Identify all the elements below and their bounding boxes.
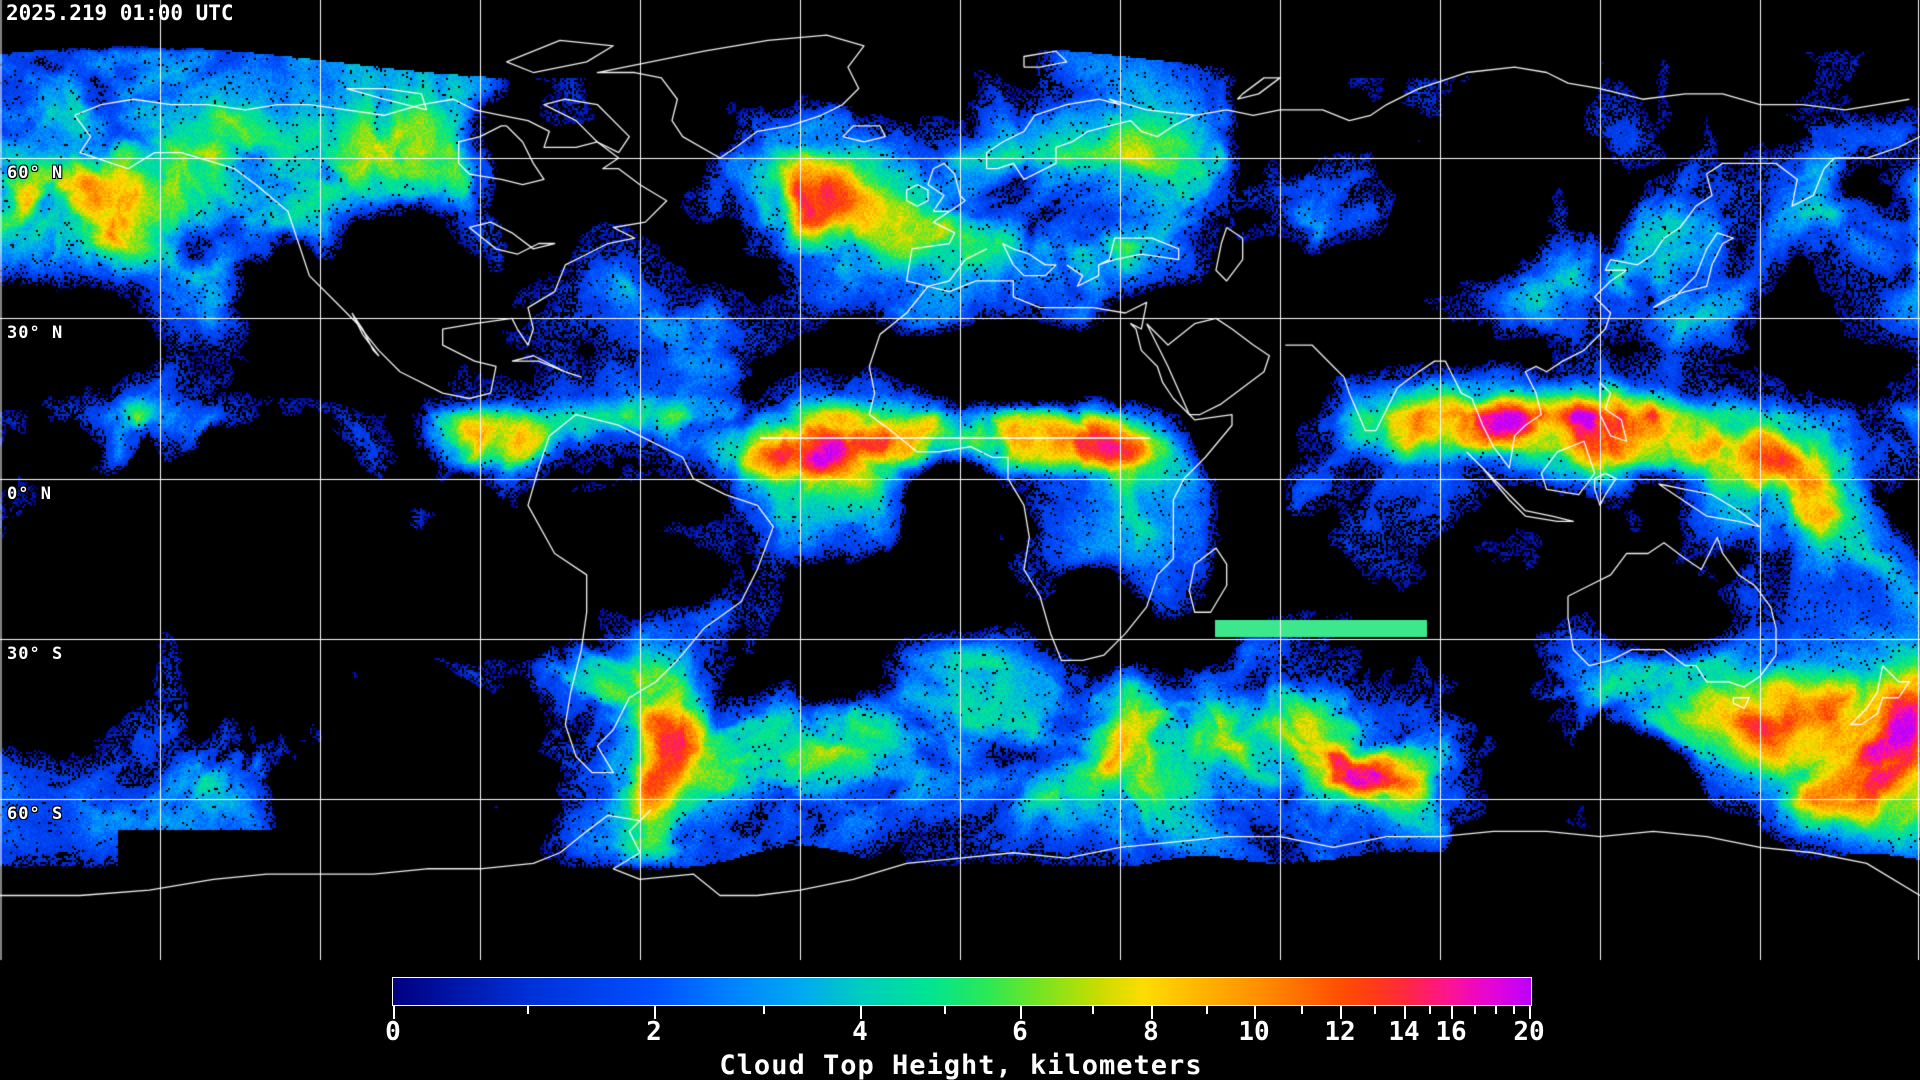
colorbar-tick [1374, 1006, 1376, 1014]
colorbar-tick-label: 6 [1012, 1017, 1028, 1047]
colorbar-tick [1151, 1006, 1153, 1019]
colorbar-tick [1206, 1006, 1208, 1014]
colorbar-tick [763, 1006, 765, 1014]
colorbar-tick [1404, 1006, 1406, 1019]
colorbar-tick-label: 4 [852, 1017, 868, 1047]
colorbar-tick [1254, 1006, 1256, 1019]
colorbar-tick-label: 10 [1238, 1017, 1270, 1047]
colorbar-tick [1529, 1006, 1531, 1019]
colorbar-tick-label: 20 [1513, 1017, 1545, 1047]
colorbar-tick [393, 1006, 395, 1019]
colorbar-tick-label: 8 [1143, 1017, 1159, 1047]
colorbar-title: Cloud Top Height, kilometers [719, 1050, 1203, 1080]
colorbar-tick [1429, 1006, 1431, 1014]
colorbar-tick-label: 0 [385, 1017, 401, 1047]
colorbar-tick [1474, 1006, 1476, 1014]
colorbar-tick [944, 1006, 946, 1014]
colorbar-tick [654, 1006, 656, 1019]
global-cloud-map-canvas [0, 0, 1920, 966]
colorbar-tick [1513, 1006, 1515, 1014]
colorbar-tick [860, 1006, 862, 1019]
latitude-label: 60° S [7, 804, 64, 824]
colorbar-tick-label: 14 [1388, 1017, 1420, 1047]
colorbar-tick [1301, 1006, 1303, 1014]
colorbar-tick-label: 12 [1324, 1017, 1356, 1047]
colorbar-tick [1451, 1006, 1453, 1019]
colorbar-tick [527, 1006, 529, 1014]
colorbar [392, 977, 1532, 1006]
colorbar-gradient [393, 978, 1531, 1005]
timestamp-label: 2025.219 01:00 UTC [6, 1, 234, 25]
colorbar-tick [1495, 1006, 1497, 1014]
latitude-label: 60° N [7, 163, 64, 183]
latitude-label: 0° N [7, 484, 52, 504]
colorbar-tick [1092, 1006, 1094, 1014]
latitude-label: 30° S [7, 644, 64, 664]
colorbar-tick [1020, 1006, 1022, 1019]
latitude-label: 30° N [7, 323, 64, 343]
colorbar-tick [1340, 1006, 1342, 1019]
colorbar-tick-label: 2 [646, 1017, 662, 1047]
colorbar-tick-label: 16 [1435, 1017, 1467, 1047]
